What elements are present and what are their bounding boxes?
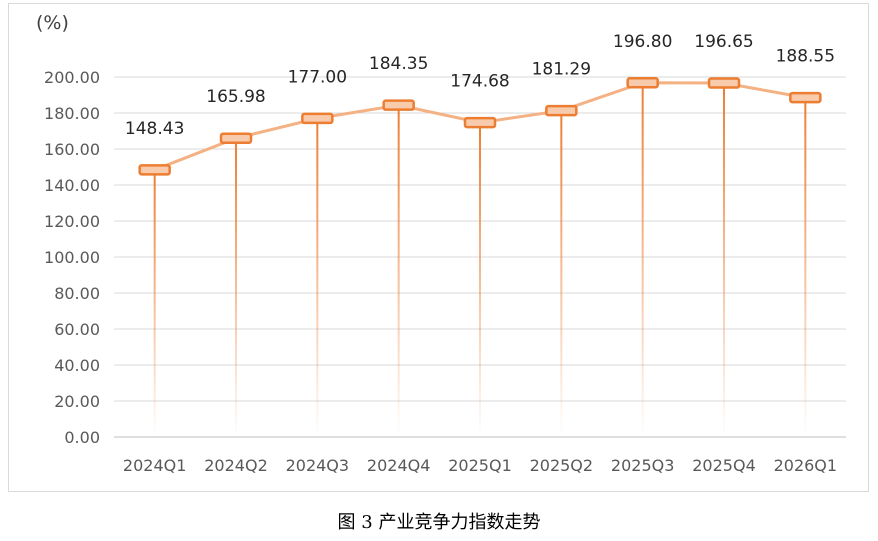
data-point-marker: [382, 99, 415, 111]
data-label: 196.80: [613, 32, 672, 52]
data-point-marker: [138, 164, 171, 176]
figure-caption: 图 3 产业竞争力指数走势: [337, 512, 541, 533]
y-tick-label: 60.00: [54, 320, 100, 339]
x-tick-label: 2024Q1: [123, 456, 187, 475]
y-tick-label: 0.00: [64, 428, 100, 447]
data-label: 181.29: [532, 60, 591, 80]
y-tick-label: 80.00: [54, 284, 100, 303]
y-unit-label: (%): [36, 12, 69, 34]
drop-line: [560, 110, 563, 437]
data-point-marker: [219, 132, 253, 144]
x-tick-label: 2026Q1: [774, 456, 838, 475]
y-tick-label: 200.00: [44, 68, 100, 87]
x-tick-label: 2024Q3: [286, 456, 350, 475]
drop-line: [235, 138, 237, 437]
data-label: 148.43: [125, 119, 184, 139]
data-label: 174.68: [450, 72, 509, 92]
data-point-marker: [301, 112, 334, 125]
data-point-marker: [545, 104, 578, 117]
data-point-marker: [463, 116, 497, 129]
data-label: 184.35: [369, 54, 428, 74]
y-tick-label: 100.00: [44, 248, 100, 267]
x-tick-label: 2025Q1: [448, 456, 512, 475]
drop-line: [479, 122, 481, 438]
x-tick-label: 2024Q4: [367, 456, 431, 475]
data-point-marker: [789, 91, 822, 104]
x-tick-label: 2025Q2: [530, 456, 594, 475]
data-label: 177.00: [288, 67, 347, 87]
data-label: 188.55: [776, 47, 835, 67]
line-chart: 0.00 20.00 40.00 60.00 80.00 100.00 120.00 140.…: [36, 12, 846, 475]
drop-line: [397, 105, 400, 438]
y-tick-label: 120.00: [44, 212, 100, 231]
drop-line: [641, 82, 644, 437]
data-point-marker: [626, 77, 659, 89]
x-tick-label: 2024Q2: [204, 456, 268, 475]
x-tick-label: 2025Q4: [692, 456, 756, 475]
data-label: 196.65: [694, 32, 753, 52]
y-tick-label: 180.00: [44, 104, 100, 123]
y-tick-label: 160.00: [44, 140, 100, 159]
y-tick-label: 140.00: [44, 176, 100, 195]
y-tick-label: 40.00: [54, 356, 100, 375]
x-tick-label: 2025Q3: [611, 456, 675, 475]
drop-line: [316, 118, 319, 438]
data-label: 165.98: [206, 87, 265, 107]
drop-line: [723, 83, 725, 437]
y-tick-label: 20.00: [54, 392, 100, 411]
drop-line: [804, 97, 807, 438]
data-point-marker: [707, 77, 741, 89]
drop-line: [153, 169, 156, 438]
